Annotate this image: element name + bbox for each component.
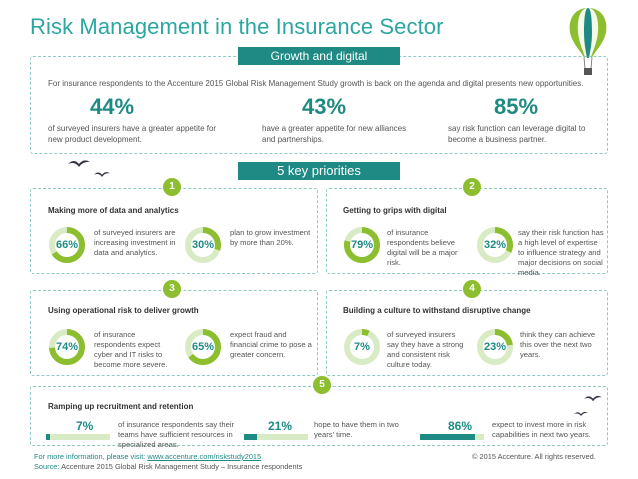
bar-value: 7% [76, 419, 94, 433]
bar-text: hope to have them in two years' time. [314, 420, 399, 439]
donut-chart [477, 227, 513, 263]
section-title: Building a culture to withstand disrupti… [343, 306, 531, 315]
donut-chart [49, 227, 85, 263]
donut-text: of insurance respondents expect cyber an… [94, 330, 168, 369]
bar-value: 86% [448, 419, 473, 433]
section-title: Using operational risk to deliver growth [48, 306, 199, 315]
growth-pill: Growth and digital [238, 47, 400, 65]
bird-icon [574, 411, 588, 417]
copyright: © 2015 Accenture. All rights reserved. [472, 452, 596, 461]
hot-air-balloon-icon [569, 8, 607, 75]
donut-text: plan to grow investment by more than 20%… [230, 228, 311, 247]
source-label: Source: [34, 462, 60, 471]
donut-text: of surveyed insurers say they have a str… [387, 330, 464, 369]
progress-bar [244, 434, 308, 440]
donut-chart [344, 329, 380, 365]
donut-value: 32% [483, 239, 507, 251]
section-title: Ramping up recruitment and retention [48, 402, 194, 411]
donut-arc [344, 227, 380, 263]
progress-bar-fill [420, 434, 476, 440]
more-info-label: For more information, please visit: [34, 452, 146, 461]
donut-value: 65% [191, 341, 215, 353]
donut-chart [49, 329, 85, 365]
donut-chart [185, 227, 221, 263]
priority-number: 5 [313, 376, 331, 394]
stat-text: of surveyed insurers have a greater appe… [48, 124, 217, 144]
bar-value: 21% [268, 419, 293, 433]
bird-icon [94, 172, 110, 177]
progress-bar-fill [244, 434, 258, 440]
bar-text: expect to invest more in risk capabiliti… [492, 420, 591, 439]
stat-text: say risk function can leverage digital t… [448, 124, 586, 144]
section-title: Getting to grips with digital [343, 206, 447, 215]
donut-text: expect fraud and financial crime to pose… [230, 330, 312, 359]
donut-chart [477, 329, 513, 365]
growth-intro: For insurance respondents to the Accentu… [48, 79, 584, 88]
section-title: Making more of data and analytics [48, 206, 179, 215]
priority-number: 3 [163, 280, 181, 298]
progress-bar [46, 434, 110, 440]
source-text: Accenture 2015 Global Risk Management St… [61, 462, 303, 471]
donut-arc [49, 227, 85, 263]
priority-number: 4 [463, 280, 481, 298]
donut-arc [185, 227, 221, 263]
donut-chart [185, 329, 221, 365]
donut-value: 7% [354, 341, 370, 353]
progress-bar-fill [46, 434, 51, 440]
priorities-pill: 5 key priorities [238, 162, 400, 180]
stat-value: 43% [302, 94, 347, 119]
donut-text: of surveyed insurers are increasing inve… [94, 228, 176, 257]
priority-number: 2 [463, 178, 481, 196]
donut-arc [477, 329, 513, 365]
bar-text: of insurance respondents say their teams… [118, 420, 235, 449]
donut-value: 66% [55, 239, 79, 251]
donut-text: of insurance respondents believe digital… [387, 228, 458, 267]
footer-source: Source: Accenture 2015 Global Risk Manag… [34, 462, 302, 471]
donut-value: 74% [55, 341, 79, 353]
footer-more-info: For more information, please visit: www.… [34, 452, 261, 462]
donut-arc [185, 329, 221, 365]
donut-value: 79% [350, 239, 374, 251]
donut-value: 30% [191, 239, 215, 251]
stat-text: have a greater appetite for new alliance… [262, 124, 407, 144]
donut-arc [49, 329, 85, 365]
donut-chart [344, 227, 380, 263]
stat-value: 85% [494, 94, 539, 119]
page-title: Risk Management in the Insurance Sector [30, 14, 444, 39]
donut-value: 23% [483, 341, 507, 353]
progress-bar [420, 434, 484, 440]
donut-arc [477, 227, 513, 263]
stat-value: 44% [90, 94, 135, 119]
donut-arc [344, 329, 380, 365]
priority-number: 1 [163, 178, 181, 196]
donut-text: say their risk function has a high level… [518, 228, 604, 277]
donut-text: think they can achieve this over the nex… [520, 330, 596, 359]
bird-icon [68, 160, 90, 167]
bird-icon [584, 395, 602, 402]
study-link[interactable]: www.accenture.com/riskstudy2015 [147, 452, 262, 461]
